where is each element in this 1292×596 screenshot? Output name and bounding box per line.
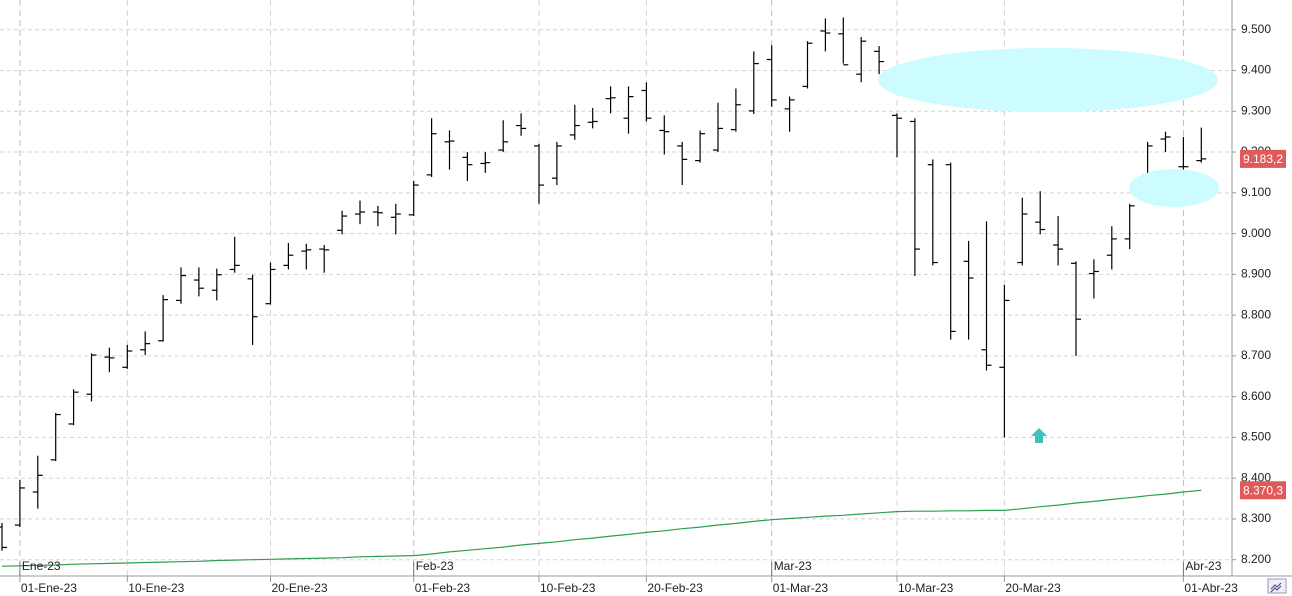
x-tick-label: 01-Abr-23 xyxy=(1184,581,1238,595)
y-tick-label: 8.700 xyxy=(1241,348,1271,362)
annotation-ellipse xyxy=(878,48,1218,112)
y-tick-label: 8.300 xyxy=(1241,511,1271,525)
y-tick-label: 8.800 xyxy=(1241,307,1271,321)
y-tick-label: 9.500 xyxy=(1241,22,1271,36)
y-tick-label: 8.900 xyxy=(1241,267,1271,281)
y-tick-label: 9.300 xyxy=(1241,103,1271,117)
last-value-label: 9.183,2 xyxy=(1243,152,1283,166)
y-tick-label: 9.100 xyxy=(1241,185,1271,199)
labels: 8.200 8.300 8.400 8.500 8.600 8.700 8.800 8.900… xyxy=(19,22,1286,595)
x-tick-label: 20-Ene-23 xyxy=(272,581,328,595)
month-label: Abr-23 xyxy=(1185,559,1221,573)
x-tick-label: 10-Feb-23 xyxy=(540,581,596,595)
x-tick-label: 20-Mar-23 xyxy=(1005,581,1061,595)
x-tick-label: 20-Feb-23 xyxy=(647,581,703,595)
y-tick-label: 8.200 xyxy=(1241,552,1271,566)
month-label: Feb-23 xyxy=(416,559,454,573)
x-tick-label: 01-Ene-23 xyxy=(21,581,77,595)
last-value-label: 8.370,3 xyxy=(1243,483,1283,497)
scroll-button[interactable] xyxy=(1267,578,1287,594)
x-tick-label: 10-Ene-23 xyxy=(128,581,184,595)
y-tick-label: 9.400 xyxy=(1241,63,1271,77)
annotation-arrow xyxy=(1031,428,1047,443)
last-value-badge xyxy=(1240,149,1286,168)
month-label: Mar-23 xyxy=(774,559,812,573)
x-tick-label: 10-Mar-23 xyxy=(898,581,954,595)
x-tick-label: 01-Feb-23 xyxy=(415,581,471,595)
marks xyxy=(0,17,1207,567)
last-value-badge xyxy=(1240,481,1286,500)
grid xyxy=(0,0,1232,576)
y-tick-label: 8.400 xyxy=(1241,470,1271,484)
x-tick-label: 01-Mar-23 xyxy=(773,581,829,595)
moving-average xyxy=(1,489,1202,567)
annotation-ellipse xyxy=(1129,169,1219,207)
scroll-icon xyxy=(1270,582,1282,593)
y-tick-label: 8.500 xyxy=(1241,430,1271,444)
y-tick-label: 9.000 xyxy=(1241,226,1271,240)
month-label: Ene-23 xyxy=(22,559,61,573)
y-tick-label: 8.600 xyxy=(1241,389,1271,403)
